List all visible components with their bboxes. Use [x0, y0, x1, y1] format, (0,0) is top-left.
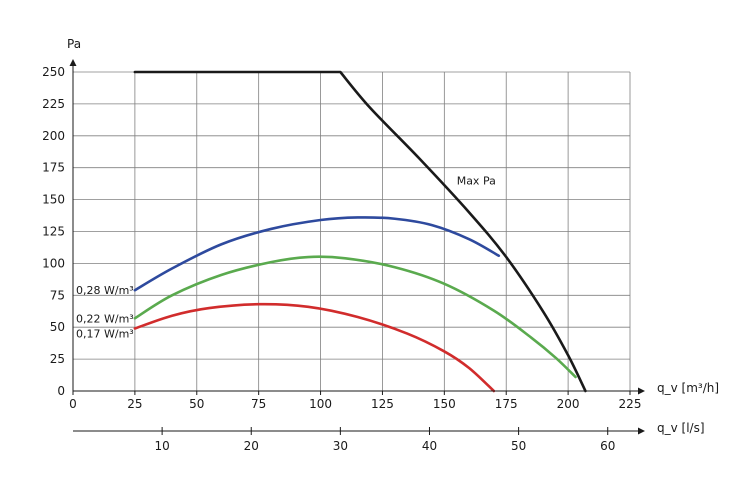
y-tick-label: 100 [42, 256, 65, 270]
y-tick-label: 200 [42, 129, 65, 143]
x2-axis-title: q_v [l/s] [657, 421, 705, 435]
series-line-4 [133, 302, 496, 393]
y-tick-label: 175 [42, 161, 65, 175]
x-tick-label: 25 [127, 397, 142, 411]
grid [73, 71, 631, 391]
series-label-1: 0,28 W/m³ [76, 284, 134, 297]
x2-tick-label: 60 [600, 439, 615, 453]
y-tick-label: 150 [42, 193, 65, 207]
y-axis-title: Pa [67, 37, 81, 51]
x-tick-label: 100 [309, 397, 332, 411]
x-tick-label: 125 [371, 397, 394, 411]
series-label-3: 0,17 W/m³ [76, 328, 134, 341]
y-axis-arrow-icon [69, 59, 77, 66]
x-tick-label: 175 [495, 397, 518, 411]
y-tick-label: 225 [42, 97, 65, 111]
series-line-3 [133, 255, 577, 379]
axes [69, 59, 645, 435]
x-tick-label: 0 [69, 397, 77, 411]
y-tick-label: 0 [57, 384, 65, 398]
y-tick-label: 75 [50, 288, 65, 302]
curves [133, 70, 587, 393]
x-tick-label: 150 [433, 397, 456, 411]
y-tick-label: 50 [50, 320, 65, 334]
y-tick-label: 250 [42, 65, 65, 79]
x-tick-label: 225 [619, 397, 642, 411]
series-line-2 [133, 216, 501, 292]
x-axis-title: q_v [m³/h] [657, 381, 719, 395]
y-tick-label: 125 [42, 225, 65, 239]
y-tick-label: 25 [50, 352, 65, 366]
x2-tick-label: 30 [333, 439, 348, 453]
x2-tick-label: 50 [511, 439, 526, 453]
series-line-1 [133, 70, 587, 393]
x2-tick-label: 10 [154, 439, 169, 453]
x2-tick-label: 20 [244, 439, 259, 453]
series-label-max-pa: Max Pa [457, 174, 496, 187]
x2-axis-arrow-icon [638, 427, 645, 435]
x2-tick-label: 40 [422, 439, 437, 453]
x-tick-label: 75 [251, 397, 266, 411]
x-tick-label: 50 [189, 397, 204, 411]
series-label-2: 0,22 W/m³ [76, 312, 134, 325]
labels: 0 25 50 75 100 125 150 175 200 225 250 0 25 50 75 100 12… [42, 37, 719, 453]
x-axis-arrow-icon [638, 387, 645, 395]
x-tick-label: 200 [557, 397, 580, 411]
